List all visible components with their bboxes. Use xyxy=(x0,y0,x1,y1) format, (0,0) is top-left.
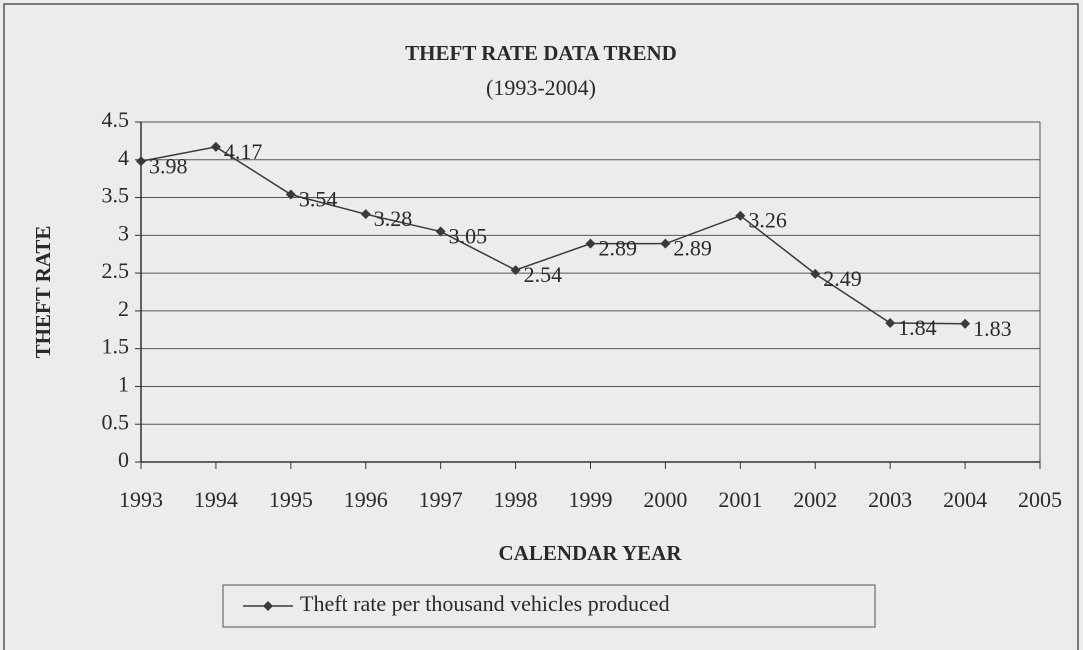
data-point xyxy=(285,189,296,200)
legend-box xyxy=(222,584,876,628)
data-point xyxy=(435,226,446,237)
data-point xyxy=(960,318,971,329)
x-tick-label: 2003 xyxy=(868,487,912,512)
data-label: 2.89 xyxy=(599,236,638,261)
legend-label: Theft rate per thousand vehicles produce… xyxy=(300,591,670,616)
y-tick-label: 3 xyxy=(118,220,129,245)
data-label: 3.98 xyxy=(149,153,188,178)
data-point xyxy=(360,209,371,220)
data-label: 1.83 xyxy=(973,316,1012,341)
data-point xyxy=(210,141,221,152)
x-tick-label: 1997 xyxy=(419,487,463,512)
x-axis-label: CALENDAR YEAR xyxy=(499,541,683,565)
y-tick-label: 2 xyxy=(118,296,129,321)
data-point xyxy=(660,238,671,249)
chart-subtitle: (1993-2004) xyxy=(486,75,596,100)
y-tick-label: 3.5 xyxy=(102,183,130,208)
x-tick-label: 1996 xyxy=(344,487,388,512)
data-label: 2.89 xyxy=(673,236,712,261)
data-label: 3.05 xyxy=(449,224,488,249)
data-line xyxy=(140,146,966,325)
y-tick-label: 0.5 xyxy=(102,409,130,434)
data-label: 1.84 xyxy=(898,315,937,340)
data-label: 2.49 xyxy=(823,266,862,291)
x-tick-label: 1994 xyxy=(194,487,238,512)
x-tick-label: 2002 xyxy=(793,487,837,512)
chart-title: THEFT RATE DATA TREND xyxy=(405,41,677,65)
y-axis-label: THEFT RATE xyxy=(31,226,55,359)
data-label: 3.54 xyxy=(299,187,338,212)
y-tick-label: 2.5 xyxy=(102,258,130,283)
y-tick-label: 1 xyxy=(118,371,129,396)
x-tick-label: 1999 xyxy=(569,487,613,512)
chart-border xyxy=(3,3,1079,650)
y-tick-label: 0 xyxy=(118,447,129,472)
legend-marker xyxy=(263,601,273,611)
data-point xyxy=(510,265,521,276)
data-label: 3.28 xyxy=(374,206,413,231)
y-tick-label: 1.5 xyxy=(102,334,130,359)
y-tick-label: 4.5 xyxy=(102,107,130,132)
data-label: 4.17 xyxy=(224,139,263,164)
x-tick-label: 2000 xyxy=(643,487,687,512)
data-label: 3.26 xyxy=(748,208,787,233)
data-label: 2.54 xyxy=(524,262,563,287)
data-point xyxy=(810,268,821,279)
x-tick-label: 2001 xyxy=(718,487,762,512)
data-point xyxy=(585,238,596,249)
x-tick-label: 1995 xyxy=(269,487,313,512)
data-point xyxy=(735,210,746,221)
data-point xyxy=(136,156,146,167)
x-tick-label: 1993 xyxy=(119,487,163,512)
x-tick-label: 2004 xyxy=(943,487,987,512)
data-point xyxy=(885,317,896,328)
x-tick-label: 1998 xyxy=(494,487,538,512)
y-tick-label: 4 xyxy=(118,145,129,170)
x-tick-label: 2005 xyxy=(1018,487,1062,512)
